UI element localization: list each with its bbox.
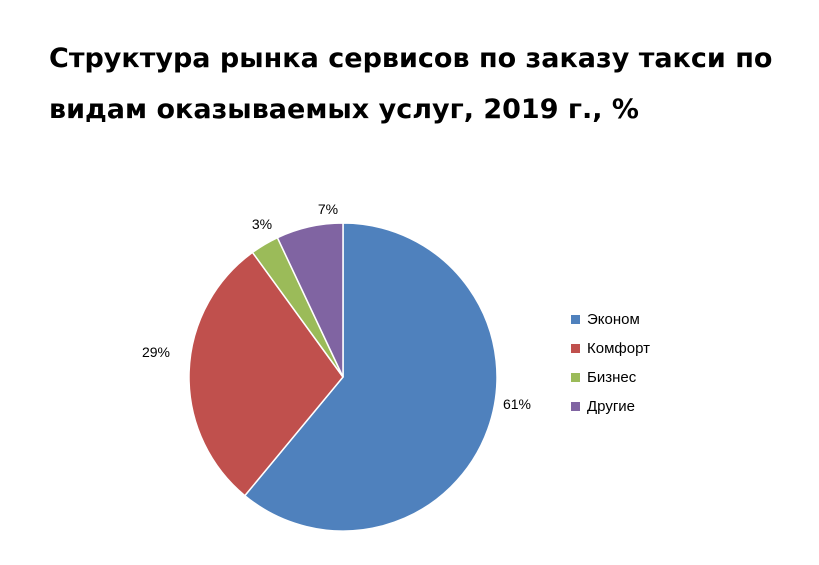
chart-title-line-2: видам оказываемых услуг, 2019 г., % [49, 94, 639, 125]
data-label-komfort: 29% [142, 344, 170, 360]
legend-swatch-komfort [571, 344, 580, 353]
legend-label-komfort: Комфорт [587, 340, 650, 357]
pie-slice-drugie[interactable] [276, 222, 344, 378]
pie-slices [188, 222, 498, 532]
chart-legend: Эконом Комфорт Бизнес Другие [571, 305, 650, 421]
data-label-drugie: 7% [318, 201, 338, 217]
chart-title-line-1: Структура рынка сервисов по заказу такси… [49, 43, 773, 74]
legend-label-biznes: Бизнес [587, 369, 637, 386]
pie-slice-ekonom[interactable] [243, 222, 498, 532]
legend-label-ekonom: Эконом [587, 311, 640, 328]
data-label-ekonom: 61% [503, 396, 531, 412]
legend-swatch-drugie [571, 402, 580, 411]
legend-item-drugie[interactable]: Другие [571, 392, 650, 421]
legend-swatch-biznes [571, 373, 580, 382]
data-label-biznes: 3% [252, 216, 272, 232]
pie-data-labels: 61% 29% 3% 7% [142, 201, 531, 412]
legend-item-komfort[interactable]: Комфорт [571, 334, 650, 363]
legend-item-ekonom[interactable]: Эконом [571, 305, 650, 334]
legend-item-biznes[interactable]: Бизнес [571, 363, 650, 392]
pie-slice-komfort[interactable] [188, 251, 344, 497]
legend-swatch-ekonom [571, 315, 580, 324]
chart-title: Структура рынка сервисов по заказу такси… [49, 33, 809, 135]
legend-label-drugie: Другие [587, 398, 636, 415]
